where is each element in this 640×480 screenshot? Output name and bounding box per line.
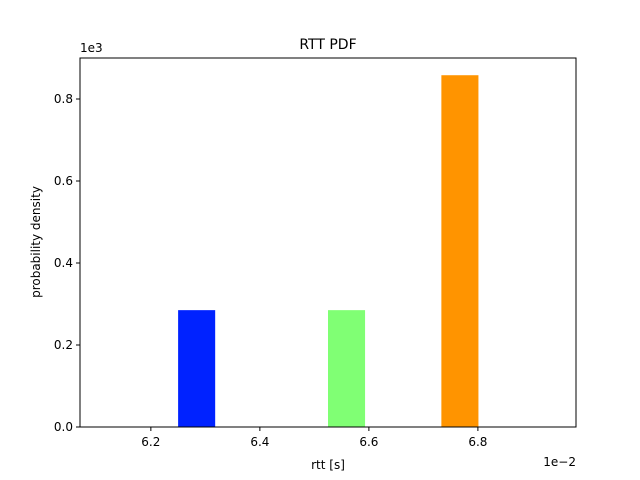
x-tick-label: 6.2 [141, 435, 160, 449]
y-tick-label: 0.2 [54, 338, 73, 352]
x-offset-label: 1e−2 [543, 455, 576, 469]
y-axis-label: probability density [29, 186, 43, 298]
y-offset-label: 1e3 [80, 41, 103, 55]
chart-title: RTT PDF [299, 37, 356, 53]
bar-2 [328, 310, 366, 427]
y-tick-label: 0.4 [54, 256, 73, 270]
y-tick-label: 0.0 [54, 420, 73, 434]
plot-frame [79, 57, 577, 428]
y-tick-label: 0.6 [54, 174, 73, 188]
bar-3 [441, 75, 479, 427]
x-tick-label: 6.8 [468, 435, 487, 449]
bar-1 [178, 310, 216, 427]
x-tick-label: 6.4 [250, 435, 269, 449]
y-axis-ticks: 0.0 0.2 0.4 0.6 0.8 [54, 92, 80, 434]
y-tick-label: 0.8 [54, 92, 73, 106]
x-axis-ticks: 6.2 6.4 6.6 6.8 [141, 427, 487, 449]
x-axis-label: rtt [s] [311, 458, 345, 472]
bars-layer [178, 75, 479, 427]
x-tick-label: 6.6 [359, 435, 378, 449]
